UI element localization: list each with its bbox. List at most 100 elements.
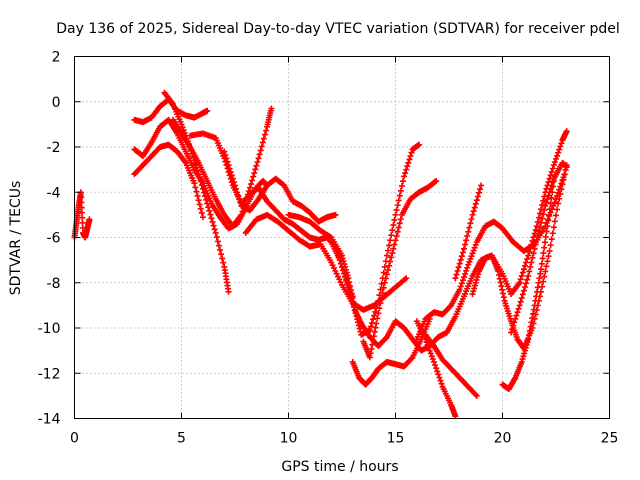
data-point [466, 258, 473, 265]
data-point [371, 312, 378, 319]
data-point [344, 280, 351, 287]
data-point [377, 286, 384, 293]
data-point [387, 237, 394, 244]
data-point [390, 245, 397, 252]
data-point [396, 220, 403, 227]
data-point [471, 285, 478, 292]
data-point [521, 350, 528, 357]
data-point [378, 280, 385, 287]
data-point [268, 105, 275, 112]
data-point [554, 152, 561, 159]
data-point [388, 232, 395, 239]
data-point [498, 283, 505, 290]
data-point [376, 305, 383, 312]
data-point [544, 258, 551, 265]
data-point [458, 280, 465, 287]
data-point [459, 249, 466, 256]
data-point [519, 356, 526, 363]
data-point [391, 216, 398, 223]
data-point [541, 193, 548, 200]
data-point [496, 275, 503, 282]
data-point [377, 300, 384, 307]
data-point [469, 250, 476, 257]
data-point [402, 170, 409, 177]
data-point [523, 341, 530, 348]
data-point [545, 192, 552, 199]
series-arc-4 [131, 141, 206, 221]
data-point [192, 160, 199, 167]
data-point [196, 201, 203, 208]
y-tick-labels: 2 0 -2 -4 -6 -8 -10 -12 -14 [38, 50, 61, 428]
data-point [211, 226, 218, 233]
data-point [233, 185, 240, 192]
data-point [535, 279, 542, 286]
data-point [532, 241, 539, 248]
data-point [525, 336, 532, 343]
data-point [204, 107, 211, 114]
data-point [535, 214, 542, 221]
data-point [549, 230, 556, 237]
data-point [457, 283, 464, 290]
data-point [554, 206, 561, 213]
series-arc-16 [422, 331, 480, 399]
data-point [546, 206, 553, 213]
data-point [393, 233, 400, 240]
data-point [213, 234, 220, 241]
data-point [207, 211, 214, 218]
data-point [383, 271, 390, 278]
data-point [557, 190, 564, 197]
data-point [513, 312, 520, 319]
data-point [406, 156, 413, 163]
data-point [453, 271, 460, 278]
data-point [528, 319, 535, 326]
data-point [472, 241, 479, 248]
data-point [474, 193, 481, 200]
data-point [196, 174, 203, 181]
data-point [526, 327, 533, 334]
data-point [463, 267, 470, 274]
data-point [499, 286, 506, 293]
data-point [214, 238, 221, 245]
data-point [346, 287, 353, 294]
data-point [350, 301, 357, 308]
data-point [546, 189, 553, 196]
data-point [549, 179, 556, 186]
x-tick-label: 0 [70, 431, 79, 447]
data-point [379, 289, 386, 296]
data-point [222, 151, 229, 158]
data-point [518, 272, 525, 279]
data-point [230, 179, 237, 186]
data-point [521, 262, 528, 269]
data-point [389, 227, 396, 234]
data-point [470, 288, 477, 295]
data-point [545, 217, 552, 224]
data-point [551, 199, 558, 206]
data-point [382, 275, 389, 282]
data-point [427, 350, 434, 357]
data-point [429, 356, 436, 363]
data-point [218, 251, 225, 258]
data-point [524, 276, 531, 283]
data-point [527, 263, 534, 270]
y-tick-label: -14 [38, 412, 61, 428]
data-point [472, 200, 479, 207]
data-point [459, 277, 466, 284]
axis-ticks [74, 56, 610, 419]
data-point [194, 167, 201, 174]
data-point [404, 163, 411, 170]
data-point [522, 344, 529, 351]
data-point [253, 162, 260, 169]
data-point [200, 189, 207, 196]
y-tick-label: -12 [38, 366, 61, 382]
data-point [534, 218, 541, 225]
data-point [392, 237, 399, 244]
data-point [477, 186, 484, 193]
data-point [227, 168, 234, 175]
data-point [462, 270, 469, 277]
data-point [515, 305, 522, 312]
data-point [435, 371, 442, 378]
data-point [341, 270, 348, 277]
chart-title: Day 136 of 2025, Sidereal Day-to-day VTE… [56, 21, 620, 37]
x-tick-label: 20 [494, 431, 512, 447]
data-point [249, 177, 256, 184]
